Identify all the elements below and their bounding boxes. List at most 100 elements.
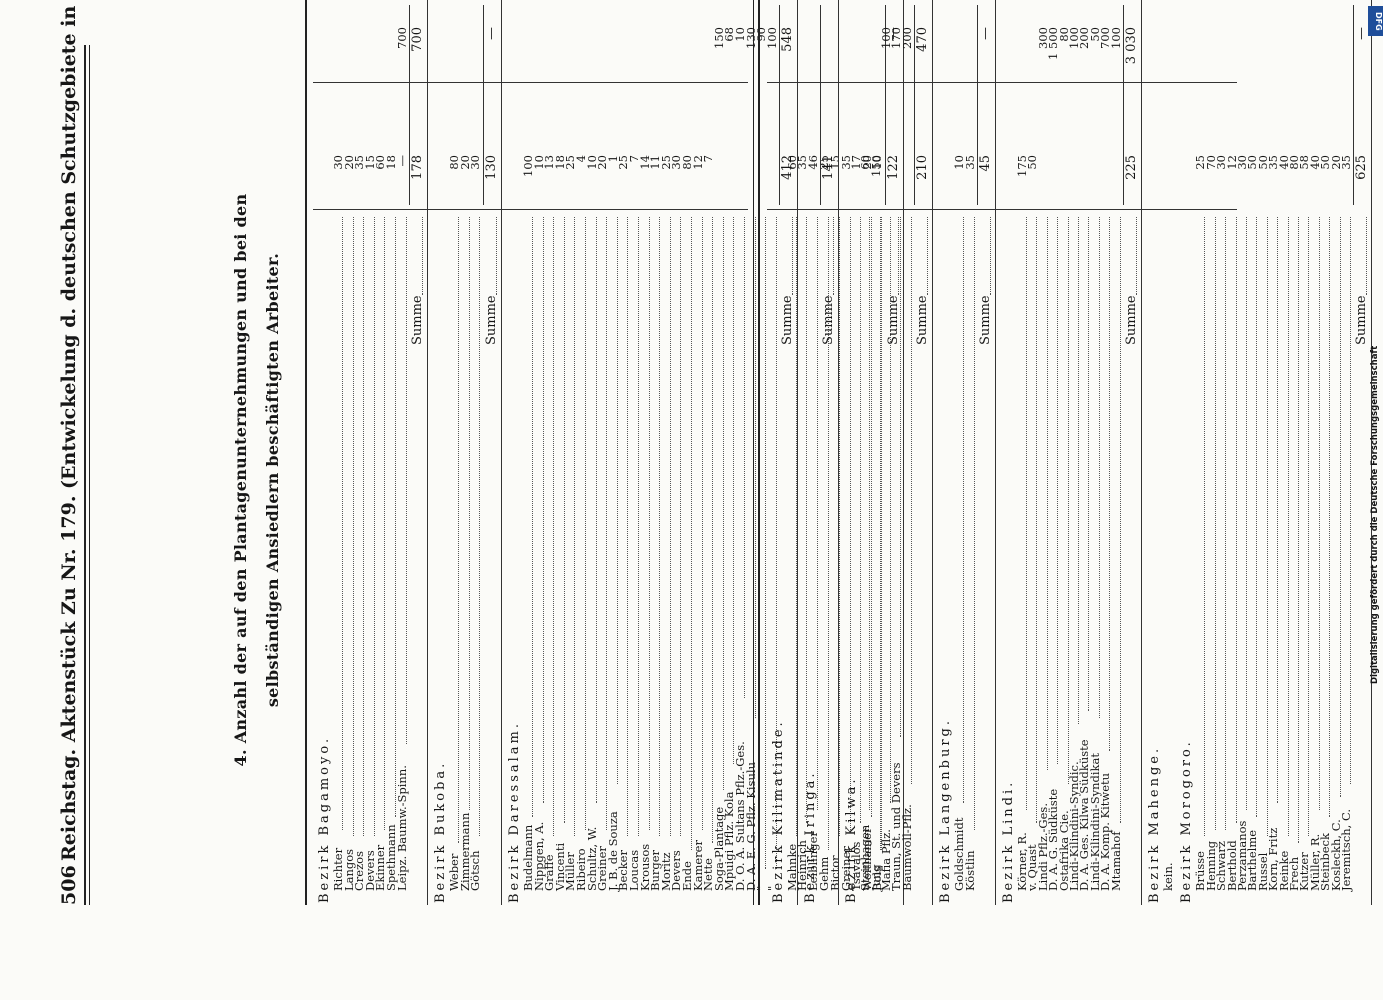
table-row: Lindi-Kilindini-Syndikat 50 [1088, 0, 1102, 905]
table-right-half: Bezirk Kilimatinde. Mahnke 60 Heinrich 35 Lei… [767, 0, 1373, 905]
table-row: Burger 11 [648, 0, 662, 905]
workers-table: Bezirk Bagamoyo. Richter 30 Langos 20 Crezos 3… [305, 0, 1373, 905]
table-left-half: Bezirk Bagamoyo. Richter 30 Langos 20 Crezos 3… [313, 0, 904, 905]
value-plantation: 200 [899, 27, 914, 49]
leader-dots [404, 217, 407, 744]
sum-row: Summe 45 — [978, 0, 994, 905]
running-header: 506 Reichstag. Aktenstück Zu Nr. 179. (E… [54, 0, 90, 905]
table-row: Götsch 30 [468, 0, 482, 905]
row-name: Köstlin [962, 850, 977, 892]
leader-dots [421, 217, 424, 295]
district-title: Bezirk Bukoba. [433, 760, 449, 903]
table-row: Kutzer 58 [1297, 0, 1311, 905]
sum-row: Summe 225 3 030 [1124, 0, 1140, 905]
footer-note-strip: Digitalisierung gefördert durch die Deut… [1370, 40, 1383, 990]
table-row: Langos 20 [342, 0, 356, 905]
table-row: Moritz 25 [659, 0, 673, 905]
table-row: Mtamahof 100 [1108, 0, 1123, 905]
header-rule [84, 45, 90, 905]
table-row: Vincenti 18 [553, 0, 567, 905]
table-row: Krousos 14 [638, 0, 652, 905]
table-title: 4. Anzahl der auf den Plantagenunternehm… [231, 193, 282, 767]
table-row: Ribeiro 4 [574, 0, 588, 905]
table-row: Steinbeck 50 [1318, 0, 1332, 905]
sum-label: Summe [483, 295, 499, 345]
district-title: Bezirk Langenburg. [938, 718, 954, 903]
table-row: Henning 70 [1204, 0, 1218, 905]
table-row: Barthelme 50 [1245, 0, 1259, 905]
table-row: Kosleckh, C. 20 [1329, 0, 1343, 905]
leader-dots [988, 217, 991, 295]
leader-dots [478, 217, 481, 837]
table-row: Weber 80 [447, 0, 461, 905]
value-individual: 25 [563, 155, 578, 170]
district-title: Bezirk Mahenge. [1147, 745, 1162, 903]
table-row: Richter 30 [331, 0, 345, 905]
table-row: Korn, Fritz 35 [1266, 0, 1280, 905]
leader-dots [909, 217, 912, 784]
value-individual: 35 [962, 155, 977, 170]
table-row: Goldschmidt 10 [952, 0, 966, 905]
table-row: Baumwoll-Pflz. 200 [899, 0, 914, 905]
sum-label: Summe [821, 295, 837, 345]
table-row: Greiner 20 [595, 0, 609, 905]
table-row: Köstlin 35 [962, 0, 977, 905]
sum-label: Summe [915, 295, 931, 345]
section-rule [427, 0, 429, 905]
district-title: Bezirk Kilwa. [844, 776, 860, 903]
table-row: Loucas 7 [627, 0, 641, 905]
section-rule [932, 0, 934, 905]
running-head: Reichstag. Aktenstück Zu Nr. 179. (Entwi… [58, 0, 80, 861]
table-row: kein. [1161, 0, 1175, 905]
table-row: Lindi Pflz.-Ges. 300 [1036, 0, 1050, 905]
sum-individual: 210 [915, 155, 931, 180]
district-title: Bezirk Daressalam. [507, 720, 522, 903]
sum-row: Summe 210 470 [915, 0, 931, 905]
table-row: Leiblinger 46 [805, 0, 820, 905]
sum-plantation: 700 [410, 27, 426, 52]
sum-plantation: — [977, 27, 993, 40]
table-row: D. A. Komp. Kitwetu 700 [1098, 0, 1112, 905]
section-rule [500, 0, 502, 905]
table-row: Soga-Plantage 150 [712, 0, 726, 905]
table-row: Graffe 13 [542, 0, 556, 905]
sum-label: Summe [1124, 295, 1139, 345]
leader-dots [1365, 217, 1368, 295]
leader-dots [926, 217, 929, 295]
table-row: v. Quast 50 [1025, 0, 1040, 905]
table-row: Müller, R. 40 [1308, 0, 1322, 905]
district-title: Bezirk Morogoro. [1179, 739, 1195, 903]
sum-plantation: 3 030 [1124, 27, 1139, 65]
table-row: Brüsse 25 [1193, 0, 1207, 905]
row-name: Leiblinger [805, 831, 820, 891]
table-row: Budelmann 100 [521, 0, 535, 905]
sum-individual: 625 [1354, 155, 1370, 180]
table-row: J. B. de Souza 1 [606, 0, 620, 905]
table-row: Becker 25 [616, 0, 631, 905]
value-individual: 150 [868, 155, 883, 177]
sum-individual: 130 [483, 155, 499, 180]
sum-row: Summe 178 700 [410, 0, 426, 905]
page-number: 506 [58, 865, 80, 905]
district-title: Bezirk Kilimatinde. [771, 719, 786, 903]
footer-note: Digitalisierung gefördert durch die Deut… [1370, 345, 1380, 685]
leader-dots [815, 217, 818, 810]
table-row: Nippgen, A. 10 [532, 0, 546, 905]
table-row: Jeremitsch, C. 35 [1339, 0, 1353, 905]
value-plantation: 100 [1108, 27, 1123, 49]
table-row: Ekinner 60 [373, 0, 387, 905]
table-row: Perzamanos 30 [1235, 0, 1249, 905]
row-name: Baumwoll-Pflz. [899, 804, 914, 891]
value-plantation: 700 [394, 27, 409, 49]
row-name: kein. [1161, 862, 1175, 891]
table-row: Jung 150 [868, 0, 883, 905]
table-row: Steinhagen 60 [858, 0, 872, 905]
table-row: D. A. G. Südküste 1 500 [1046, 0, 1060, 905]
sum-label: Summe [410, 295, 426, 345]
district-title: Bezirk Bagamoyo. [317, 735, 332, 903]
value-individual: 25 [616, 155, 631, 170]
value-individual: 50 [1025, 155, 1040, 170]
table-row: Schwarz 30 [1214, 0, 1228, 905]
table-row: Frech 80 [1287, 0, 1301, 905]
sum-individual: 225 [1124, 155, 1139, 180]
